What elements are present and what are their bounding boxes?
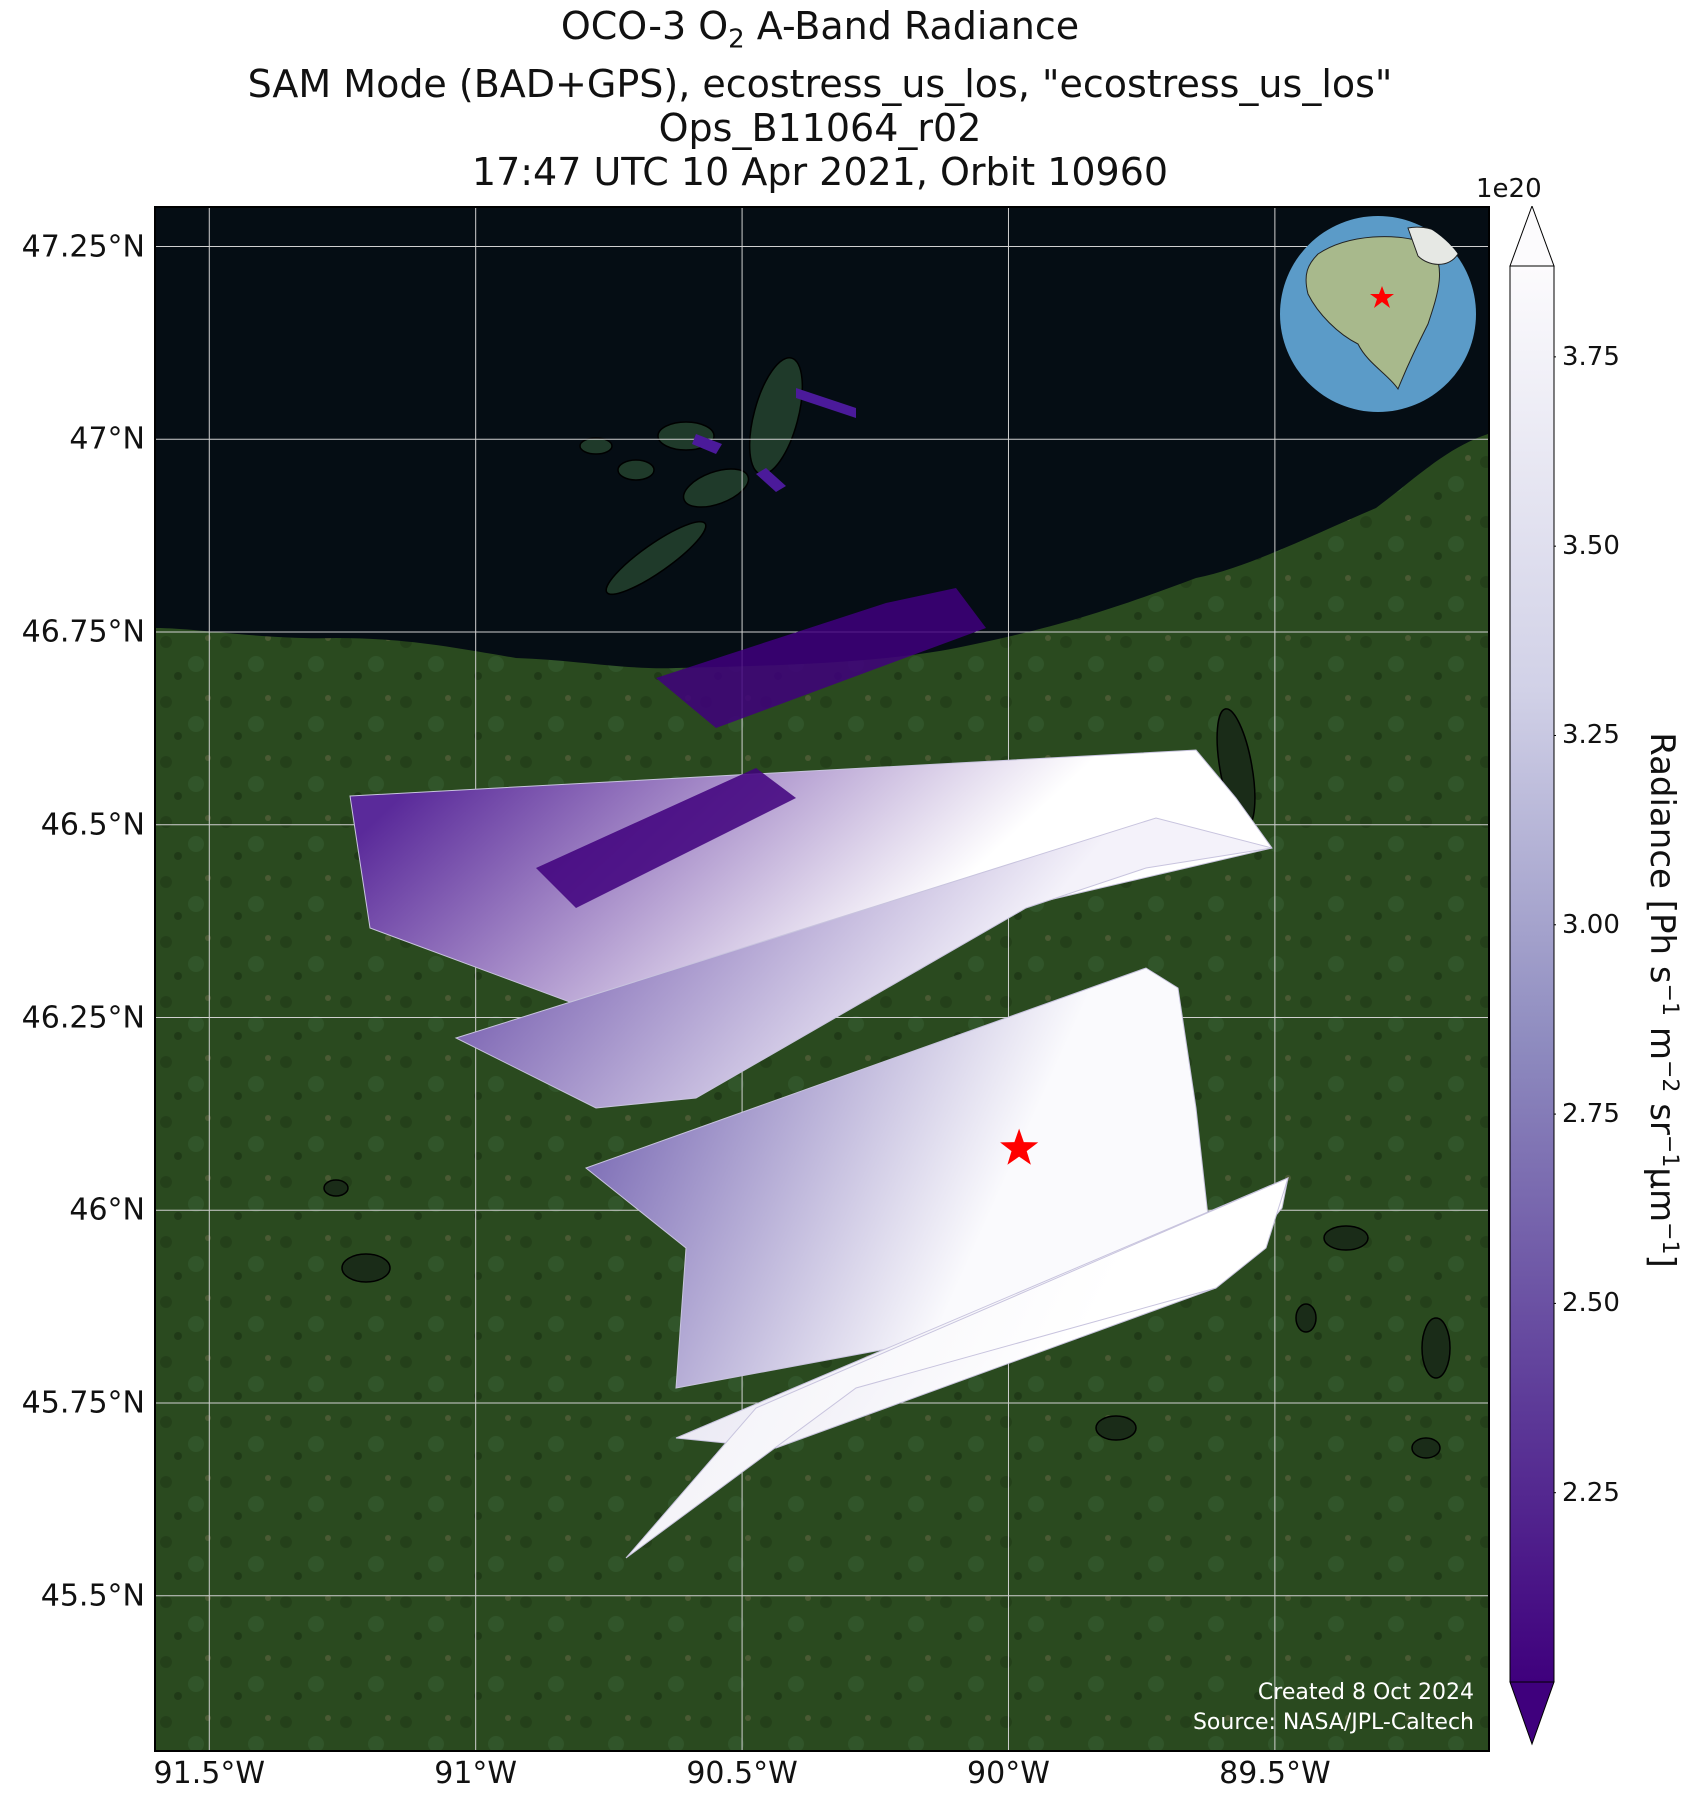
colorbar-tick-label: 3.50	[1562, 531, 1620, 562]
apostle-islands	[579, 357, 804, 596]
colorbar-label: Radiance [Ph s−1 m−2 sr−1μm−1]	[1641, 732, 1683, 1268]
lat-tick-label: 46°N	[69, 1192, 145, 1228]
figure-title: OCO-3 O2 A-Band Radiance SAM Mode (BAD+G…	[0, 4, 1640, 194]
lat-tick-label: 46.5°N	[40, 807, 145, 843]
radiance-swath	[454, 817, 1273, 1109]
lat-tick-label: 47.25°N	[21, 229, 145, 265]
credit-created: Created 8 Oct 2024	[1257, 1680, 1474, 1705]
inset-star-icon	[1370, 286, 1394, 308]
colorbar-tick-label: 2.25	[1562, 1477, 1620, 1508]
inset-globe	[1280, 216, 1476, 412]
low-radiance-region	[656, 588, 986, 728]
lon-tick-label: 91.5°W	[153, 1756, 265, 1791]
lat-tick-label: 45.5°N	[40, 1578, 145, 1614]
title-line-1: OCO-3 O2 A-Band Radiance	[560, 4, 1080, 55]
radiance-swaths	[349, 388, 1289, 1559]
map-canvas	[156, 208, 1488, 1750]
colorbar	[1509, 206, 1556, 1746]
low-radiance-region	[536, 768, 796, 908]
colorbar-tick-label: 3.75	[1562, 341, 1620, 372]
stray-footprint	[756, 468, 786, 492]
map-panel[interactable]: Created 8 Oct 2024 Source: NASA/JPL-Calt…	[154, 206, 1490, 1752]
lake-superior	[156, 208, 1488, 669]
lon-tick-label: 90.5°W	[686, 1756, 798, 1791]
colorbar-tick-label: 2.50	[1562, 1288, 1620, 1319]
colorbar-tick-label: 3.25	[1562, 720, 1620, 751]
radiance-swath	[625, 1177, 1289, 1559]
inland-lakes	[323, 708, 1451, 1459]
colorbar-extend-top	[1509, 206, 1555, 267]
lat-tick-label: 45.75°N	[21, 1385, 145, 1421]
lat-tick-label: 47°N	[69, 421, 145, 457]
title-line-4: 17:47 UTC 10 Apr 2021, Orbit 10960	[471, 149, 1169, 194]
target-site-star	[1000, 1128, 1039, 1165]
colorbar-body	[1509, 265, 1555, 1683]
title-line-2: SAM Mode (BAD+GPS), ecostress_us_los, "e…	[247, 61, 1393, 106]
credit-source: Source: NASA/JPL-Caltech	[1192, 1710, 1474, 1735]
lat-tick-label: 46.25°N	[21, 1000, 145, 1036]
lon-tick-label: 91°W	[434, 1756, 518, 1791]
colorbar-extend-bottom	[1509, 1681, 1555, 1746]
title-line-3: Ops_B11064_r02	[658, 105, 982, 150]
colorbar-tick-label: 2.75	[1562, 1099, 1620, 1130]
colorbar-multiplier: 1e20	[1476, 174, 1542, 204]
colorbar-tick-label: 3.00	[1562, 909, 1620, 940]
credits: Created 8 Oct 2024 Source: NASA/JPL-Calt…	[1193, 1678, 1474, 1738]
lat-tick-label: 46.75°N	[21, 614, 145, 650]
colorbar-tick-marks	[1554, 356, 1556, 1494]
stray-footprint	[796, 388, 856, 418]
lon-tick-label: 90°W	[967, 1756, 1050, 1791]
stray-footprint	[692, 434, 722, 454]
lon-tick-label: 89.5°W	[1219, 1756, 1331, 1791]
